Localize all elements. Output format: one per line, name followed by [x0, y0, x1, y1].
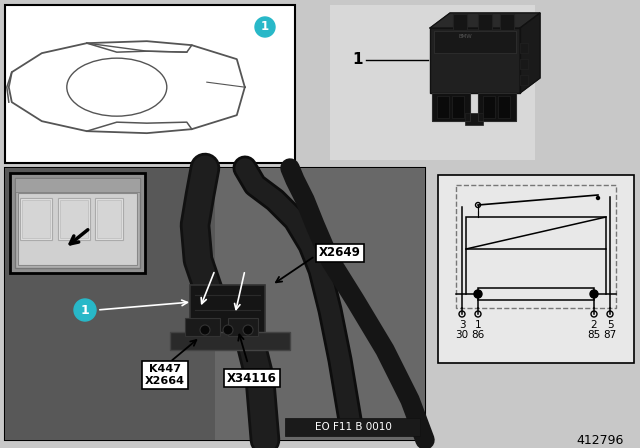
Text: 86: 86 [472, 330, 484, 340]
Circle shape [255, 17, 275, 37]
Text: 85: 85 [588, 330, 600, 340]
Bar [520, 59, 528, 69]
Bar [520, 75, 528, 85]
Bar [5, 5, 295, 163]
Bar [438, 175, 634, 363]
Bar [434, 31, 516, 53]
Bar [478, 93, 516, 121]
Bar [10, 173, 145, 273]
Bar [478, 14, 492, 30]
Bar [20, 198, 52, 240]
Text: EO F11 B 0010: EO F11 B 0010 [315, 422, 392, 432]
Bar [520, 43, 528, 53]
Circle shape [74, 299, 96, 321]
Text: BMW: BMW [458, 34, 472, 39]
Bar [97, 200, 121, 238]
Bar [432, 93, 470, 121]
Text: 1: 1 [353, 52, 364, 68]
Text: 2: 2 [591, 320, 597, 330]
Text: 3: 3 [459, 320, 465, 330]
Bar [330, 5, 535, 160]
Text: 1: 1 [475, 320, 481, 330]
Circle shape [596, 197, 600, 199]
Bar [58, 198, 90, 240]
Text: K447
X2664: K447 X2664 [145, 364, 185, 386]
Bar [15, 178, 140, 268]
Bar [478, 93, 516, 121]
Bar [465, 113, 483, 125]
Bar [190, 285, 265, 340]
Bar [432, 93, 470, 121]
Bar [498, 96, 510, 118]
Text: X2649: X2649 [319, 246, 361, 259]
Circle shape [243, 325, 253, 335]
Bar [95, 198, 123, 240]
Circle shape [223, 325, 233, 335]
Bar [60, 200, 88, 238]
Bar [500, 14, 514, 30]
Bar [452, 96, 464, 118]
Bar [228, 318, 258, 336]
Text: 1: 1 [81, 303, 90, 316]
Bar [15, 178, 140, 192]
Bar [185, 318, 220, 336]
Bar [466, 217, 606, 249]
Bar [285, 418, 420, 436]
Bar [437, 96, 449, 118]
Text: 5: 5 [607, 320, 613, 330]
Circle shape [474, 290, 482, 298]
Bar [478, 288, 594, 300]
Bar [215, 168, 425, 440]
Bar [456, 185, 616, 308]
Text: 412796: 412796 [576, 434, 624, 447]
Text: 1: 1 [261, 21, 269, 34]
Polygon shape [520, 13, 540, 93]
Bar [22, 200, 50, 238]
Bar [453, 14, 467, 30]
Bar [5, 168, 425, 440]
Bar [170, 332, 290, 350]
Bar [483, 96, 495, 118]
Bar [18, 193, 137, 265]
Circle shape [590, 290, 598, 298]
Bar [5, 168, 425, 440]
Text: 87: 87 [604, 330, 616, 340]
Text: X34116: X34116 [227, 371, 277, 384]
Bar [430, 28, 520, 93]
Polygon shape [430, 13, 540, 28]
Text: 30: 30 [456, 330, 468, 340]
Circle shape [200, 325, 210, 335]
